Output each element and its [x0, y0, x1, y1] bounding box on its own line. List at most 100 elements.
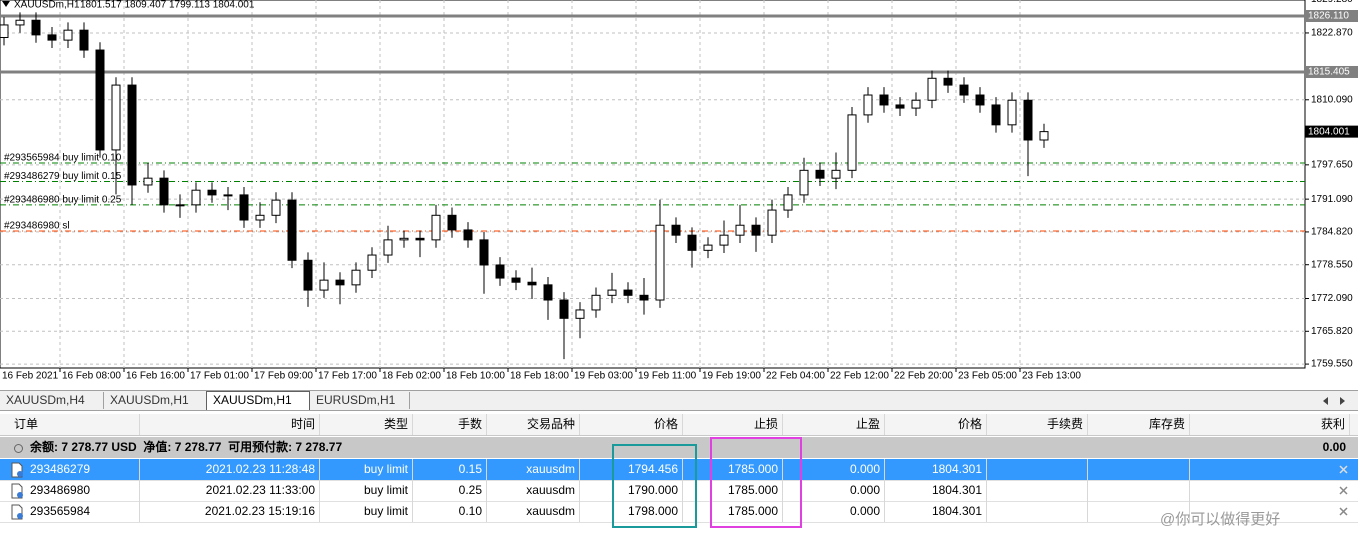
collapse-icon[interactable]	[14, 444, 23, 453]
y-tick-label: 1778.550	[1311, 259, 1353, 270]
candle-body	[431, 214, 441, 241]
ohlc-info: 1801.517 1809.407 1799.113 1804.001	[80, 0, 255, 11]
empty-cell	[1088, 501, 1190, 522]
order-row[interactable]: 293486279 2021.02.23 11:28:48 buy limit 0.1…	[0, 459, 1358, 481]
cell: 0.10	[413, 501, 487, 522]
candle-body	[799, 169, 809, 196]
order-icon	[11, 462, 23, 478]
x-tick-label: 18 Feb 18:00	[510, 371, 569, 382]
cell: xauusdm	[487, 501, 580, 522]
price-tag-label: 1815.405	[1308, 67, 1350, 78]
grid	[0, 0, 1305, 368]
x-tick-label: 18 Feb 02:00	[382, 371, 441, 382]
tab[interactable]: XAUUSDm,H1	[104, 392, 208, 409]
cell: 2021.02.23 11:33:00	[140, 480, 320, 501]
order-label: #293486980 sl	[4, 221, 70, 232]
candle-body	[735, 224, 745, 236]
order-icon	[11, 483, 23, 499]
candle-body	[351, 269, 361, 286]
candle-body	[319, 279, 329, 291]
tab[interactable]: XAUUSDm,H1	[206, 391, 310, 410]
close-order[interactable]	[1339, 486, 1349, 496]
y-tick-label: 1810.090	[1311, 94, 1353, 105]
empty-cell	[987, 459, 1088, 480]
candle-body	[95, 49, 105, 151]
candle-body	[975, 94, 985, 106]
candle-body	[79, 29, 89, 51]
cell: xauusdm	[487, 459, 580, 480]
column-header: 交易品种	[487, 414, 580, 435]
watermark: @你可以做得更好	[1160, 511, 1281, 528]
cell: 2021.02.23 11:28:48	[140, 459, 320, 480]
candle-body	[687, 234, 697, 251]
cell: 1804.301	[885, 480, 987, 501]
candle-body	[447, 214, 457, 231]
close-order[interactable]	[1339, 507, 1349, 517]
candle-body	[831, 169, 841, 179]
tab-scroll[interactable]	[1314, 392, 1354, 409]
table-header: 订单 时间 类型 手数 交易品种 价格 止损 止盈 价格 手续费 库存费 获利	[0, 414, 1358, 436]
column-header: 订单	[0, 414, 140, 435]
cell: 0.000	[783, 501, 885, 522]
current-price-label: 1804.001	[1308, 126, 1350, 137]
balance-text: 余额: 7 278.77 USD 净值: 7 278.77 可用预付款: 7 2…	[30, 440, 343, 454]
candle-body	[511, 277, 521, 283]
cell: 1785.000	[683, 459, 783, 480]
x-tick-label: 22 Feb 12:00	[830, 371, 889, 382]
candle-body	[751, 224, 761, 236]
balance-row: 余额: 7 278.77 USD 净值: 7 278.77 可用预付款: 7 2…	[0, 437, 1358, 458]
cell: 293565984	[0, 501, 140, 522]
empty-cell	[1190, 480, 1350, 501]
title-icon	[2, 1, 10, 7]
candle-body	[607, 289, 617, 296]
candle-body	[623, 289, 633, 296]
candle-body	[383, 239, 393, 256]
cell: 0.15	[413, 459, 487, 480]
empty-cell	[1190, 459, 1350, 480]
candle-body	[575, 309, 585, 319]
candle-body	[31, 19, 41, 36]
cell: buy limit	[320, 459, 413, 480]
order-row[interactable]: 293565984 2021.02.23 15:19:16 buy limit 0.1…	[0, 501, 1358, 523]
candle-body	[1039, 131, 1049, 141]
candle-body	[767, 209, 777, 236]
column-header: 价格	[580, 414, 683, 435]
candle-body	[591, 294, 601, 311]
candle-body	[1023, 99, 1033, 141]
empty-cell	[1088, 480, 1190, 501]
order-icon	[11, 504, 23, 520]
candle-body	[783, 194, 793, 211]
candle-body	[655, 224, 665, 301]
order-row[interactable]: 293486980 2021.02.23 11:33:00 buy limit 0.2…	[0, 480, 1358, 502]
candle-body	[559, 299, 569, 319]
candle-body	[911, 99, 921, 109]
tab[interactable]: XAUUSDm,H4	[0, 392, 104, 409]
x-tick-label: 19 Feb 03:00	[574, 371, 633, 382]
candle-body	[815, 169, 825, 179]
candle-body	[255, 214, 265, 221]
column-header: 类型	[320, 414, 413, 435]
candle-body	[303, 259, 313, 291]
order-label: #293565984 buy limit 0.10	[4, 153, 122, 164]
cell: buy limit	[320, 480, 413, 501]
cell: 0.25	[413, 480, 487, 501]
order-label: #293486980 buy limit 0.25	[4, 194, 122, 205]
tab[interactable]: EURUSDm,H1	[310, 392, 410, 409]
candle-body	[415, 237, 425, 241]
cell: 293486980	[0, 480, 140, 501]
candle-body	[479, 239, 489, 266]
y-tick-label: 1772.090	[1311, 293, 1353, 304]
price-tag	[1305, 65, 1358, 78]
highlight-price	[612, 444, 697, 528]
cell: xauusdm	[487, 480, 580, 501]
cell: 0.000	[783, 459, 885, 480]
x-tick-label: 16 Feb 16:00	[126, 371, 185, 382]
column-header: 止损	[683, 414, 783, 435]
column-header: 止盈	[783, 414, 885, 435]
empty-cell	[987, 501, 1088, 522]
cell: 293486279	[0, 459, 140, 480]
candle-body	[63, 29, 73, 41]
candle-body	[0, 24, 9, 38]
close-order[interactable]	[1339, 465, 1349, 475]
